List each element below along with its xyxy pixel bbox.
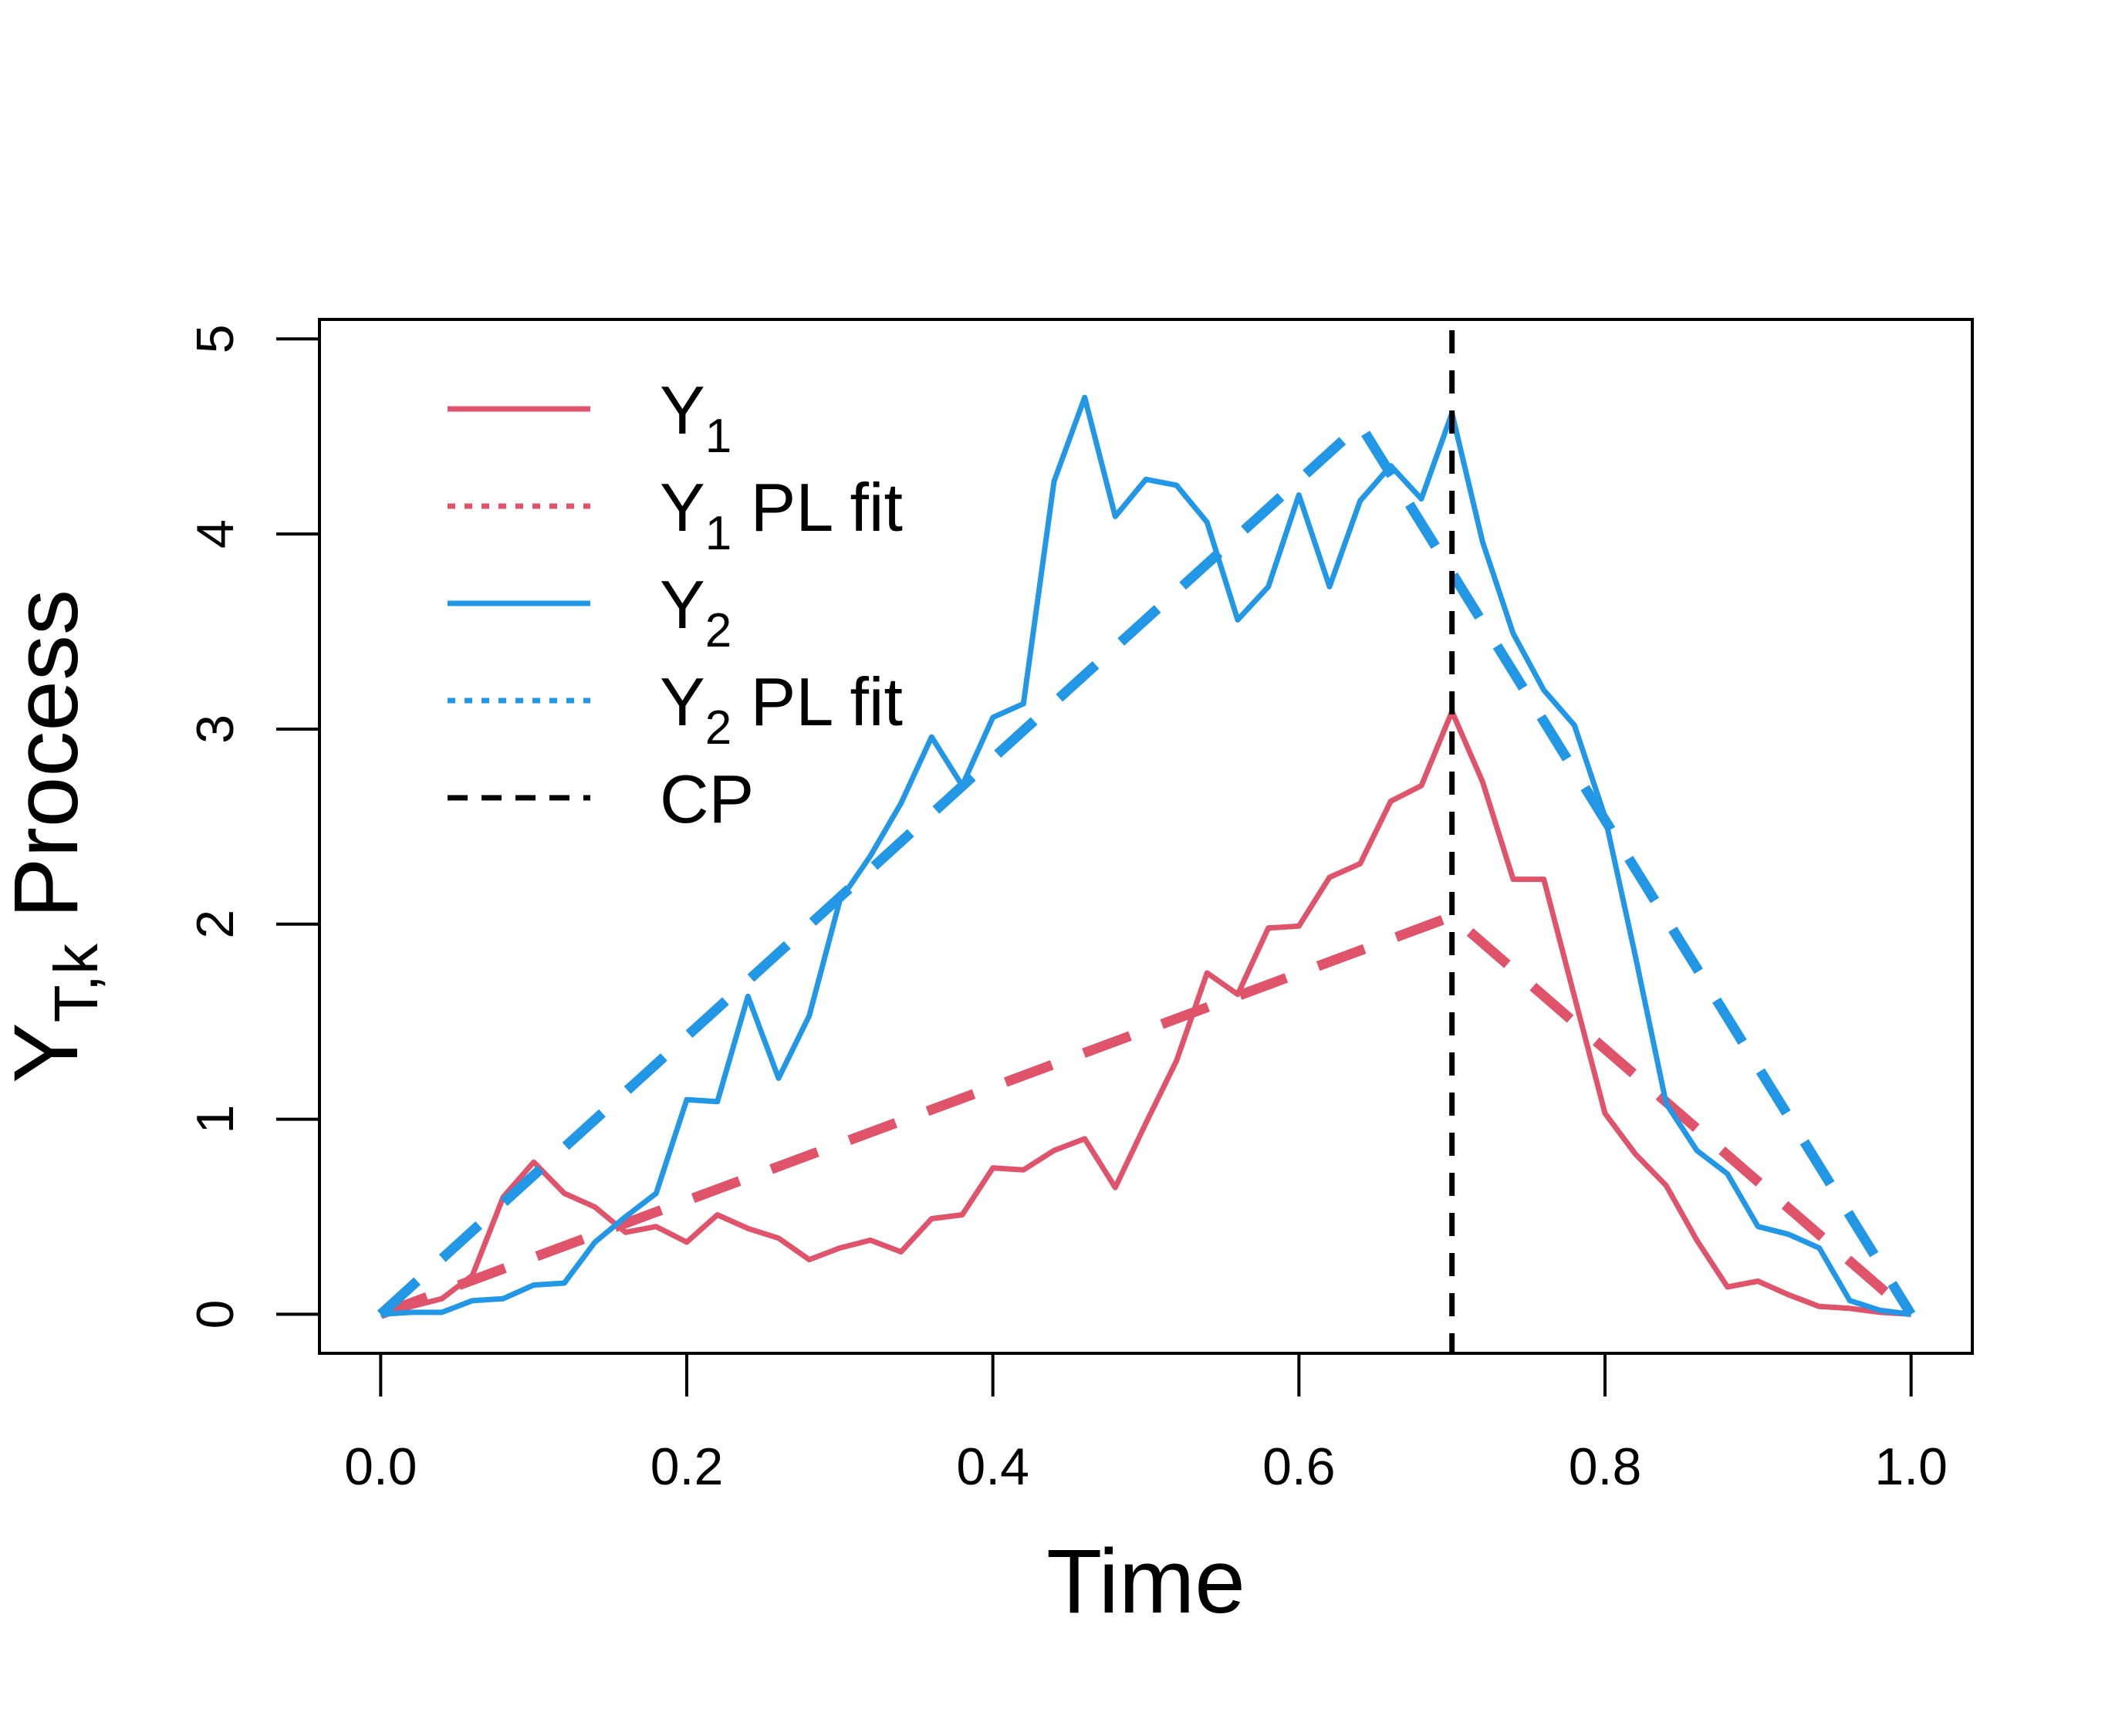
x-axis: 0.0 0.2 0.4 0.6 0.8 1.0 xyxy=(344,1352,1948,1496)
series-line-y1-pl-fit xyxy=(379,911,1914,1319)
y-axis-title-subscript: T,k xyxy=(42,943,110,1022)
legend-label: Y1 xyxy=(660,372,732,463)
legend-label: CP xyxy=(660,761,754,837)
series-line-y1 xyxy=(380,708,1911,1317)
legend-label: Y1 PL fit xyxy=(660,469,903,560)
x-tick-label: 0.4 xyxy=(956,1437,1029,1496)
x-tick-label: 1.0 xyxy=(1874,1437,1948,1496)
legend-label: Y2 PL fit xyxy=(660,664,903,755)
x-axis-title: Time xyxy=(1046,1531,1245,1633)
y-axis-title-base: Y xyxy=(0,1022,97,1083)
x-tick-label: 0.8 xyxy=(1569,1437,1642,1496)
y-tick-label: 5 xyxy=(186,324,245,353)
x-tick-label: 0.0 xyxy=(344,1437,417,1496)
series-line-y2-pl-fit xyxy=(377,420,1916,1319)
y-tick-label: 4 xyxy=(186,519,245,549)
y-tick-label: 0 xyxy=(186,1300,245,1329)
y-tick-label: 3 xyxy=(186,714,245,744)
x-tick-label: 0.2 xyxy=(650,1437,724,1496)
series-layer xyxy=(377,394,1916,1319)
series-line-y2 xyxy=(380,394,1912,1317)
y-axis: 0 1 2 3 4 5 xyxy=(186,324,321,1329)
legend-label: Y2 xyxy=(660,566,732,657)
plot-frame xyxy=(318,318,1974,1355)
y-tick-label: 2 xyxy=(186,910,245,939)
y-tick-label: 1 xyxy=(186,1105,245,1134)
y-axis-title-suffix: Process xyxy=(0,589,97,944)
x-tick-label: 0.6 xyxy=(1262,1437,1336,1496)
y-axis-title: YT,k Process xyxy=(0,589,110,1083)
